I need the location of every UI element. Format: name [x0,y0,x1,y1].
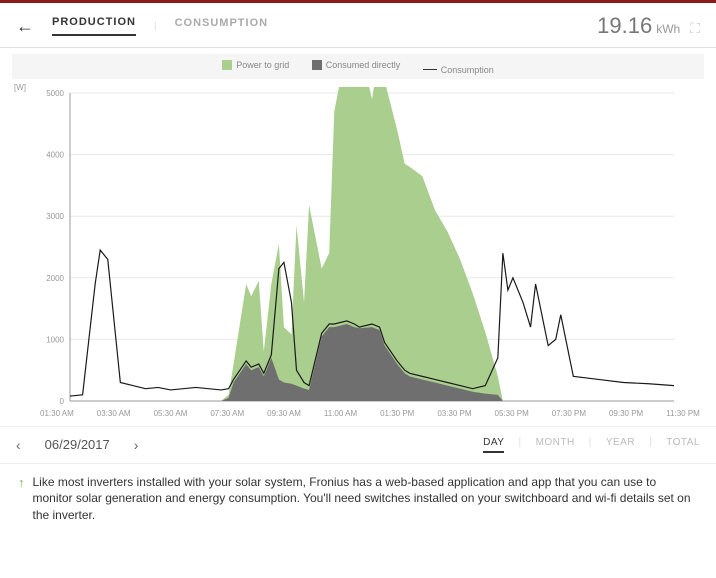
date-nav: ‹ 06/29/2017 › [16,437,138,453]
range-tabs: DAY | MONTH | YEAR | TOTAL [483,437,700,453]
x-tick-label: 07:30 PM [552,409,586,418]
range-divider: | [589,437,592,453]
swatch-consumed-directly-icon [312,60,322,70]
x-tick-label: 09:30 PM [609,409,643,418]
range-tab-month[interactable]: MONTH [536,437,575,453]
tab-divider: | [154,21,157,32]
x-tick-label: 05:30 PM [495,409,529,418]
range-divider: | [649,437,652,453]
header-left: ← PRODUCTION | CONSUMPTION [16,16,268,37]
legend-power-to-grid: Power to grid [222,60,289,70]
legend-consumed-directly: Consumed directly [312,60,401,70]
svg-text:1000: 1000 [46,335,64,344]
kwh-unit: kWh [656,22,680,36]
x-tick-label: 03:30 PM [437,409,471,418]
caption-text: Like most inverters installed with your … [33,474,699,524]
tab-production[interactable]: PRODUCTION [52,16,136,36]
svg-text:0: 0 [60,397,65,406]
swatch-power-to-grid-icon [222,60,232,70]
chart-area: [W] 0 1000 2000 3000 4000 5000 [0,79,716,407]
svg-text:5000: 5000 [46,89,64,98]
legend-label-power-to-grid: Power to grid [236,60,289,70]
svg-text:2000: 2000 [46,273,64,282]
x-tick-label: 11:30 PM [666,409,700,418]
svg-text:4000: 4000 [46,150,64,159]
tab-consumption[interactable]: CONSUMPTION [175,17,269,35]
x-tick-label: 05:30 AM [154,409,188,418]
legend: Power to grid Consumed directly Consumpt… [12,54,704,79]
controls-row: ‹ 06/29/2017 › DAY | MONTH | YEAR | TOTA… [0,426,716,463]
legend-consumption: Consumption [423,65,494,75]
header-right: 19.16 kWh ⛶ [597,13,700,39]
chart-svg: 0 1000 2000 3000 4000 5000 [40,87,680,407]
back-arrow-icon[interactable]: ← [16,16,34,37]
range-tab-total[interactable]: TOTAL [666,437,700,453]
next-date-icon[interactable]: › [134,437,139,453]
range-tab-day[interactable]: DAY [483,437,504,453]
x-tick-label: 09:30 AM [267,409,301,418]
x-tick-label: 01:30 PM [380,409,414,418]
x-tick-label: 07:30 AM [210,409,244,418]
caption-arrow-icon: ↑ [18,474,25,524]
x-axis-labels: 01:30 AM 03:30 AM 05:30 AM 07:30 AM 09:30 AM… [0,409,716,418]
legend-label-consumed-directly: Consumed directly [326,60,401,70]
range-divider: | [518,437,521,453]
x-tick-label: 03:30 AM [97,409,131,418]
y-axis-unit: [W] [14,83,26,92]
range-tab-year[interactable]: YEAR [606,437,635,453]
kwh-value: 19.16 [597,13,652,39]
caption: ↑ Like most inverters installed with you… [0,463,716,538]
swatch-consumption-line-icon [423,69,437,70]
prev-date-icon[interactable]: ‹ [16,437,21,453]
date-display[interactable]: 06/29/2017 [45,437,110,452]
expand-icon[interactable]: ⛶ [690,20,700,37]
svg-text:3000: 3000 [46,212,64,221]
header: ← PRODUCTION | CONSUMPTION 19.16 kWh ⛶ [0,5,716,48]
x-tick-label: 01:30 AM [40,409,74,418]
legend-label-consumption: Consumption [441,65,494,75]
x-tick-label: 11:00 AM [324,409,357,418]
